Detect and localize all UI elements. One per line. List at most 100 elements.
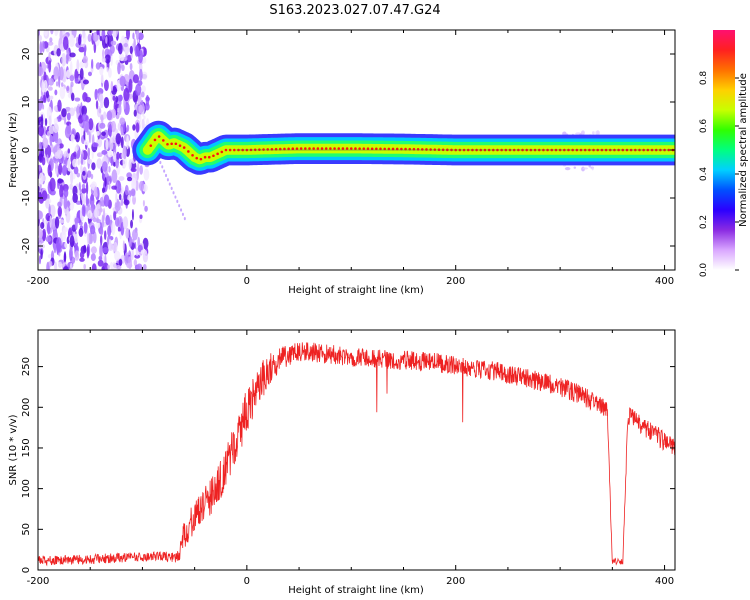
noise-blob [41, 157, 46, 166]
noise-blob [120, 198, 124, 207]
noise-blob [44, 118, 48, 127]
snr-x-axis-label: Height of straight line (km) [288, 585, 424, 596]
halo-blob [564, 166, 571, 171]
noise-blob [110, 120, 117, 133]
noise-blob [53, 75, 59, 80]
noise-blob [60, 82, 64, 87]
signal-peak [224, 148, 228, 152]
noise-blob [119, 75, 126, 87]
noise-blob [136, 263, 143, 270]
noise-blob [38, 164, 42, 172]
spectrogram-y-axis-label: Frequency (Hz) [8, 112, 19, 188]
noise-blob [99, 208, 103, 213]
noise-blob [78, 46, 85, 53]
noise-blob [142, 56, 147, 64]
noise-blob [42, 104, 45, 110]
noise-blob [102, 247, 109, 254]
signal-peak [166, 142, 169, 146]
noise-blob [45, 90, 49, 99]
noise-blob [54, 216, 60, 229]
y-tick-label: 10 [21, 96, 32, 109]
noise-blob [85, 193, 89, 207]
x-tick-label: 200 [446, 276, 465, 287]
noise-blob [61, 108, 67, 118]
noise-blob [106, 110, 113, 121]
noise-blob [69, 107, 75, 117]
noise-blob [74, 233, 79, 244]
streak-blob [166, 178, 169, 182]
noise-blob [90, 173, 94, 180]
y-tick-label: 250 [21, 357, 32, 376]
noise-blob [137, 236, 141, 248]
noise-blob [124, 251, 129, 266]
noise-blob [83, 129, 86, 140]
noise-blob [44, 144, 52, 159]
noise-blob [70, 133, 75, 143]
noise-blob [70, 81, 74, 88]
noise-blob [55, 81, 59, 87]
signal-peak [391, 147, 395, 151]
noise-blob [99, 243, 103, 258]
noise-blob [86, 170, 92, 178]
noise-blob [87, 158, 93, 165]
noise-blob [43, 30, 48, 37]
noise-blob [82, 79, 89, 85]
noise-blob [111, 108, 117, 119]
noise-blob [58, 143, 64, 149]
noise-blob [38, 255, 42, 265]
noise-blob [107, 225, 112, 237]
noise-blob [132, 74, 140, 84]
signal-peak [366, 147, 370, 151]
y-tick-label: 0 [21, 147, 32, 153]
noise-blob [131, 246, 134, 261]
streak-blob [174, 195, 177, 199]
noise-blob [92, 142, 99, 148]
noise-blob [92, 217, 97, 223]
noise-blob [123, 42, 128, 48]
signal-peak [187, 150, 190, 153]
noise-blob [65, 106, 71, 112]
noise-blob [130, 188, 136, 197]
noise-blob [108, 180, 111, 190]
noise-blob [49, 204, 56, 218]
noise-blob [69, 262, 73, 270]
noise-blob [122, 145, 127, 160]
noise-blob [45, 198, 50, 209]
snr-axes: -200 0 200 400 0 50 100 150 200 250 [21, 330, 675, 587]
halo-blob [573, 166, 577, 169]
noise-blob [121, 186, 124, 200]
noise-blob [61, 229, 67, 242]
streak-blob [180, 208, 183, 212]
snr-frame [37, 329, 676, 571]
noise-blob [82, 150, 88, 161]
noise-blob [93, 186, 98, 198]
streak-blob [178, 204, 181, 208]
noise-blob [120, 38, 126, 44]
noise-blob [114, 217, 120, 227]
noise-blob [116, 151, 120, 160]
spectrogram-plot-area [38, 30, 675, 270]
noise-blob [61, 52, 67, 67]
noise-blob [107, 243, 114, 251]
noise-blob [101, 131, 106, 137]
noise-blob [98, 93, 104, 104]
signal-peak [162, 139, 165, 142]
signal-peak [299, 147, 303, 150]
noise-blob [95, 204, 101, 209]
noise-blob [139, 214, 143, 219]
noise-blob [78, 227, 84, 237]
noise-blob [81, 183, 86, 189]
noise-blob [124, 184, 129, 196]
noise-blob [128, 93, 133, 100]
noise-blob [132, 124, 136, 131]
x-tick-label: -200 [27, 576, 50, 587]
noise-blob [108, 67, 112, 78]
noise-blob [70, 170, 74, 185]
noise-blob [55, 168, 58, 176]
colorbar-tick-label: 0.2 [699, 215, 709, 229]
noise-blob [90, 253, 96, 262]
signal-peak [304, 147, 307, 150]
noise-blob [143, 47, 147, 57]
signal-peak [429, 148, 432, 151]
y-tick-label: 200 [21, 398, 32, 417]
